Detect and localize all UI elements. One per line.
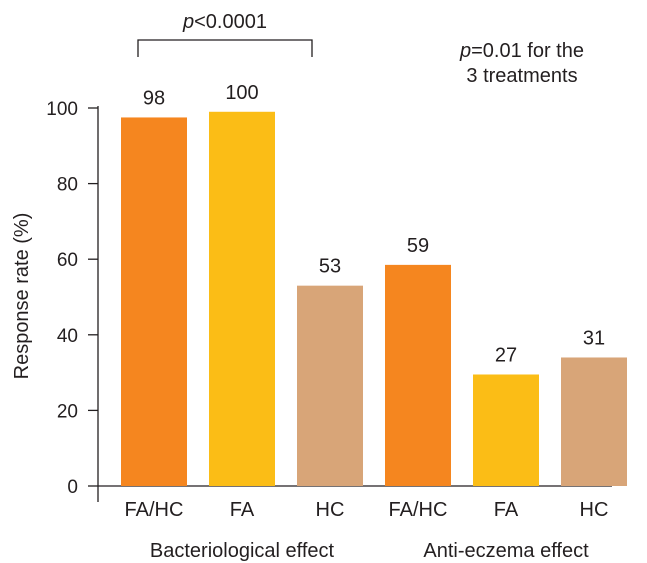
y-tick-label-0: 0 xyxy=(67,477,78,498)
bracket-p-rest: <0.0001 xyxy=(194,11,267,33)
bar-1-fa-hc xyxy=(121,117,187,486)
group-label-2: Anti-eczema effect xyxy=(423,540,589,562)
data-label-1-3: 53 xyxy=(319,256,341,278)
y-tick-label-60: 60 xyxy=(57,250,78,271)
data-label-2-1: 59 xyxy=(407,235,429,257)
y-tick-label-20: 20 xyxy=(57,401,78,422)
y-tick-label-100: 100 xyxy=(46,99,78,120)
bar-2-hc xyxy=(561,357,627,486)
data-label-1-2: 100 xyxy=(225,82,258,104)
bar-1-fa xyxy=(209,111,275,486)
category-label-1-1: FA/HC xyxy=(125,499,184,521)
group-label-1: Bacteriological effect xyxy=(150,540,335,562)
category-label-2-3: HC xyxy=(580,499,609,521)
labels: 98 FA/HC 100 FA 53 HC Bacteriological effect 59… xyxy=(125,82,609,562)
bar-1-hc xyxy=(297,285,363,486)
bars xyxy=(121,111,627,486)
note-line-2: 3 treatments xyxy=(466,65,577,87)
y-axis-label: Response rate (%) xyxy=(11,213,33,380)
note-line-1: p=0.01 for the xyxy=(459,40,584,62)
bar-2-fa xyxy=(473,374,539,486)
annotations: p<0.0001 p=0.01 for the 3 treatments xyxy=(137,11,584,87)
data-label-2-3: 31 xyxy=(583,327,605,349)
y-tick-label-40: 40 xyxy=(57,326,78,347)
category-label-2-1: FA/HC xyxy=(389,499,448,521)
data-label-2-2: 27 xyxy=(495,344,517,366)
bar-2-fa-hc xyxy=(385,264,451,486)
significance-bracket xyxy=(137,39,313,57)
note-p-italic: p xyxy=(459,40,471,62)
category-label-2-2: FA xyxy=(494,499,519,521)
category-label-1-3: HC xyxy=(316,499,345,521)
bracket-pvalue: p<0.0001 xyxy=(182,11,267,33)
y-tick-label-80: 80 xyxy=(57,175,78,196)
data-label-1-1: 98 xyxy=(143,87,165,109)
category-label-1-2: FA xyxy=(230,499,255,521)
bracket-p-italic: p xyxy=(182,11,194,33)
note-line-1-rest: =0.01 for the xyxy=(471,40,584,62)
